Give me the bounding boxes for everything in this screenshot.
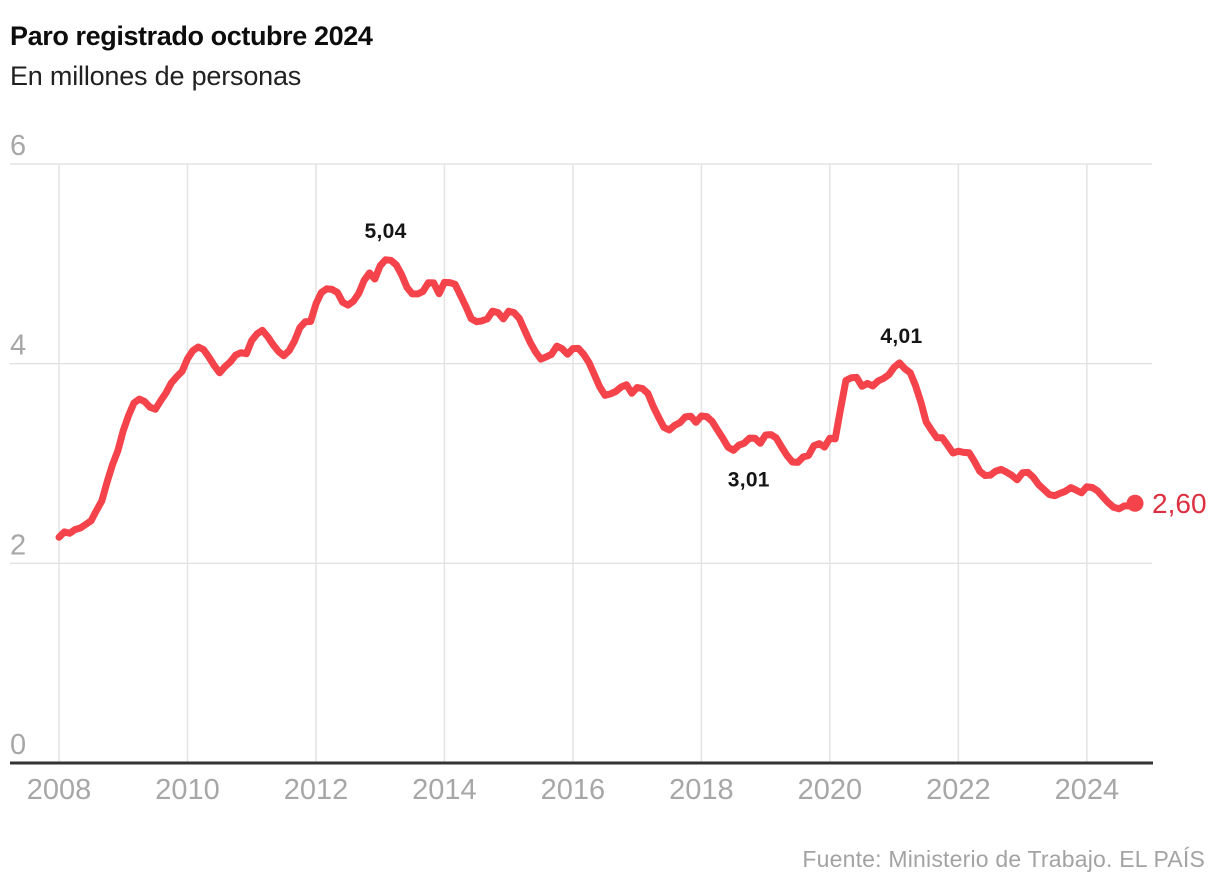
chart-subtitle: En millones de personas [10, 60, 302, 91]
x-tick-label: 2022 [926, 774, 991, 806]
annotation-label: 3,01 [728, 468, 770, 491]
y-tick-label: 0 [10, 729, 26, 761]
x-tick-label: 2014 [412, 774, 477, 806]
x-tick-label: 2016 [541, 774, 606, 806]
annotation-label: 4,01 [880, 325, 922, 348]
unemployment-line [55, 256, 1139, 541]
x-tick-label: 2008 [27, 774, 92, 806]
chart-header: Paro registrado octubre 2024 En millones… [10, 20, 373, 92]
x-tick-label: 2020 [798, 774, 863, 806]
y-tick-label: 2 [10, 529, 26, 561]
last-point-dot [1126, 494, 1144, 512]
annotation-label: 5,04 [364, 220, 406, 243]
page-title: Paro registrado octubre 2024 [10, 21, 373, 51]
x-tick-label: 2024 [1055, 774, 1120, 806]
source-credit: Fuente: Ministerio de Trabajo. EL PAÍS [802, 846, 1205, 872]
y-tick-label: 4 [10, 330, 26, 362]
y-tick-label: 6 [10, 130, 26, 162]
x-tick-label: 2010 [155, 774, 220, 806]
x-tick-label: 2012 [284, 774, 349, 806]
end-value-label: 2,60 [1152, 488, 1207, 519]
x-tick-label: 2018 [669, 774, 734, 806]
